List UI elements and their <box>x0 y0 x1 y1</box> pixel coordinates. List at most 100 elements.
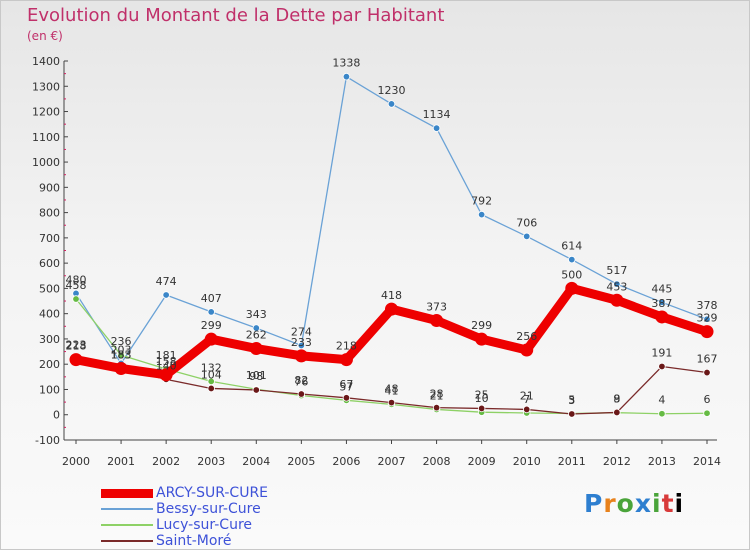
data-point <box>387 398 396 407</box>
legend-label-lucy: Lucy-sur-Cure <box>156 517 253 533</box>
data-point <box>252 386 260 394</box>
y-tick-label: 1100 <box>32 131 60 144</box>
data-label-bessy-sur-cure: 445 <box>651 282 672 295</box>
data-label-arcy-sur-cure: 387 <box>651 297 672 310</box>
chart-unit-label: (en €) <box>27 29 63 43</box>
data-label-saint-mor-: 28 <box>430 388 444 401</box>
data-point <box>610 293 624 307</box>
legend-item-saint-more: Saint-Moré <box>101 533 268 549</box>
legend-label-saint-more: Saint-Moré <box>156 533 232 549</box>
legend-swatch-bessy <box>101 508 153 510</box>
data-label-lucy-sur-cure: 4 <box>658 394 665 407</box>
x-tick-label: 2008 <box>423 455 451 468</box>
data-label-bessy-sur-cure: 792 <box>471 195 492 208</box>
data-point <box>703 315 711 323</box>
y-tick-label: 600 <box>39 257 60 270</box>
data-point <box>162 291 170 299</box>
data-label-lucy-sur-cure: 21 <box>430 389 444 402</box>
data-label-lucy-sur-cure: 8 <box>613 393 620 406</box>
data-point <box>385 302 398 316</box>
y-tick-label: 700 <box>39 232 60 245</box>
data-label-arcy-sur-cure: 218 <box>336 340 357 353</box>
data-label-saint-mor-: 3 <box>568 394 575 407</box>
data-label-arcy-sur-cure: 233 <box>291 336 312 349</box>
data-point <box>339 353 353 367</box>
data-point <box>159 368 173 382</box>
data-point <box>117 351 125 359</box>
legend-item-bessy: Bessy-sur-Cure <box>101 501 268 517</box>
data-label-arcy-sur-cure: 183 <box>111 348 132 361</box>
series-bessy-sur-cure <box>72 72 711 368</box>
data-point <box>477 404 486 413</box>
legend-item-lucy: Lucy-sur-Cure <box>101 517 268 533</box>
data-label-saint-mor-: 223 <box>66 338 87 351</box>
data-point <box>700 325 714 339</box>
x-tick-label: 2007 <box>378 455 406 468</box>
data-label-arcy-sur-cure: 453 <box>606 280 627 293</box>
data-label-bessy-sur-cure: 1230 <box>378 84 406 97</box>
data-point <box>249 342 263 356</box>
data-point <box>69 353 83 367</box>
data-label-saint-mor-: 25 <box>475 388 489 401</box>
y-tick-label: 100 <box>39 383 60 396</box>
chart-title: Evolution du Montant de la Dette par Hab… <box>27 5 445 26</box>
data-point <box>655 310 669 324</box>
data-label-bessy-sur-cure: 614 <box>561 240 582 253</box>
proxiti-logo: Proxiti <box>584 489 685 518</box>
data-point <box>297 341 306 350</box>
data-label-saint-mor-: 9 <box>613 392 620 405</box>
data-label-arcy-sur-cure: 418 <box>381 289 402 302</box>
data-point <box>294 349 308 363</box>
x-tick-label: 2013 <box>648 455 676 468</box>
x-tick-label: 2003 <box>197 455 225 468</box>
y-tick-label: 1200 <box>32 106 60 119</box>
data-label-saint-mor-: 98 <box>249 370 263 383</box>
data-label-lucy-sur-cure: 101 <box>246 369 267 382</box>
data-label-arcy-sur-cure: 262 <box>246 329 267 342</box>
data-label-lucy-sur-cure: 236 <box>111 335 132 348</box>
data-point <box>565 281 579 295</box>
data-label-saint-mor-: 48 <box>385 383 399 396</box>
data-label-lucy-sur-cure: 10 <box>475 392 489 405</box>
y-tick-label: 1000 <box>32 156 60 169</box>
data-label-arcy-sur-cure: 218 <box>66 340 87 353</box>
data-label-bessy-sur-cure: 274 <box>291 326 312 339</box>
data-point <box>432 403 441 412</box>
data-label-lucy-sur-cure: 181 <box>156 349 177 362</box>
data-label-bessy-sur-cure: 407 <box>201 292 222 305</box>
data-point <box>342 72 351 81</box>
data-label-arcy-sur-cure: 299 <box>471 319 492 332</box>
data-label-lucy-sur-cure: 76 <box>294 376 308 389</box>
y-tick-label: -100 <box>35 434 60 447</box>
data-point <box>523 405 531 414</box>
x-tick-label: 2001 <box>107 455 135 468</box>
data-label-lucy-sur-cure: 7 <box>523 393 530 406</box>
y-tick-label: 500 <box>39 282 60 295</box>
data-point <box>568 410 576 418</box>
y-tick-label: 900 <box>39 181 60 194</box>
data-label-bessy-sur-cure: 480 <box>66 273 87 286</box>
legend-label-arcy: ARCY-SUR-CURE <box>156 485 269 501</box>
y-tick-label: 800 <box>39 207 60 220</box>
data-point <box>72 295 80 303</box>
data-point <box>613 408 621 417</box>
data-point <box>475 332 489 346</box>
data-point <box>703 409 711 417</box>
data-label-bessy-sur-cure: 378 <box>697 299 718 312</box>
data-label-bessy-sur-cure: 203 <box>111 343 132 356</box>
y-tick-label: 1300 <box>32 80 60 93</box>
x-tick-label: 2006 <box>332 455 360 468</box>
y-tick-label: 300 <box>39 333 60 346</box>
data-label-bessy-sur-cure: 517 <box>606 264 627 277</box>
data-label-lucy-sur-cure: 5 <box>568 393 575 406</box>
data-point <box>613 280 621 288</box>
data-point <box>477 210 486 219</box>
legend-swatch-arcy <box>101 488 153 498</box>
x-tick-label: 2011 <box>558 455 586 468</box>
y-tick-label: 1400 <box>32 55 60 68</box>
data-label-arcy-sur-cure: 299 <box>201 319 222 332</box>
data-point <box>658 410 666 418</box>
chart-legend: ARCY-SUR-CURE Bessy-sur-Cure Lucy-sur-Cu… <box>101 485 268 549</box>
data-label-bessy-sur-cure: 474 <box>156 275 177 288</box>
